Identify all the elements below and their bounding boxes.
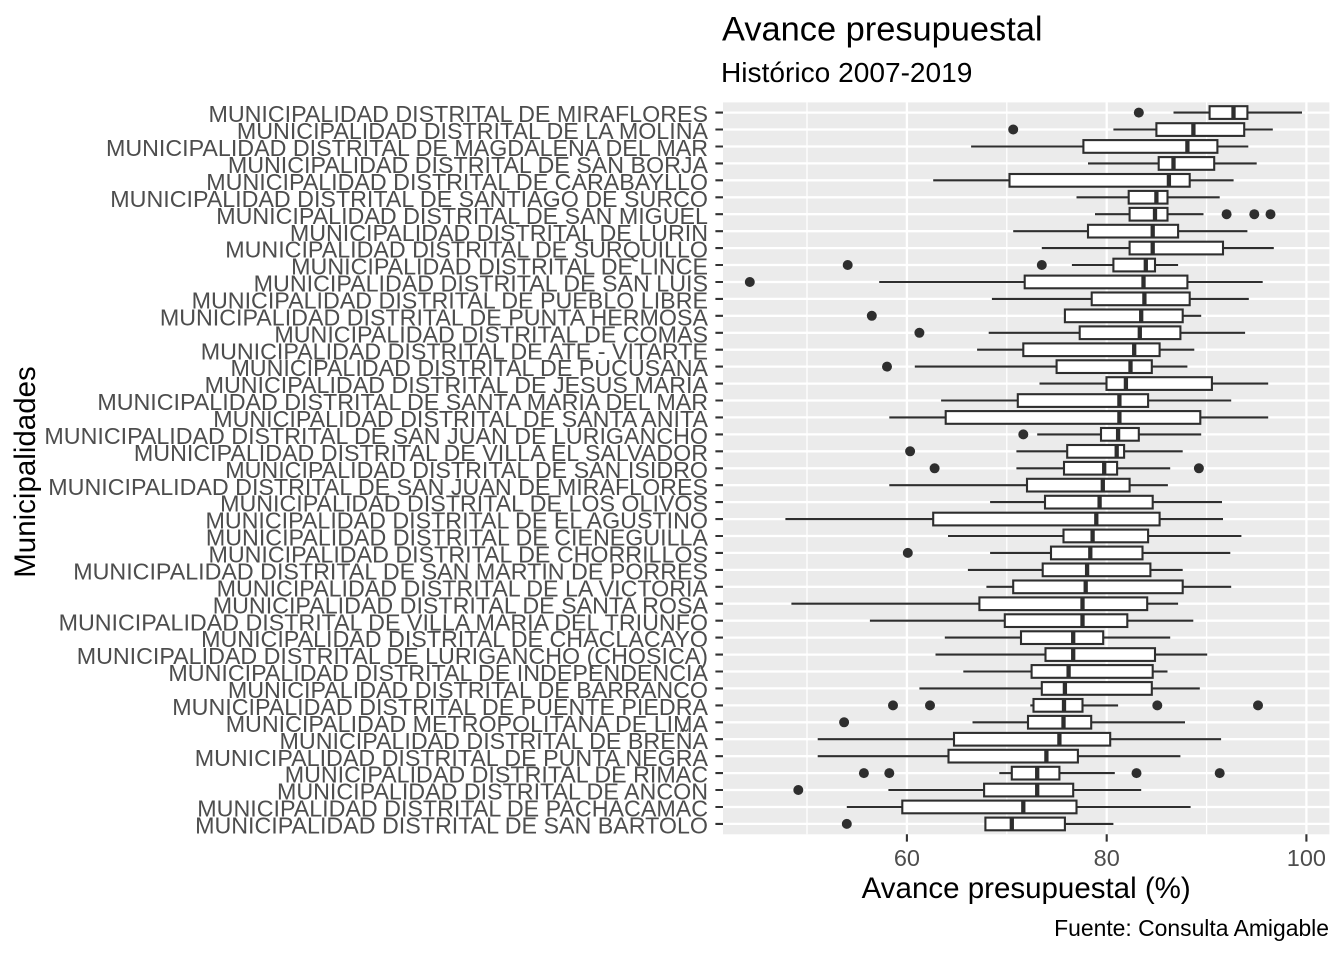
svg-text:MUNICIPALIDAD DISTRITAL DE PAC: MUNICIPALIDAD DISTRITAL DE PACHACAMAC — [197, 796, 708, 822]
svg-text:MUNICIPALIDAD DISTRITAL DE PUE: MUNICIPALIDAD DISTRITAL DE PUEBLO LIBRE — [192, 288, 708, 314]
svg-text:MUNICIPALIDAD DISTRITAL DE PUC: MUNICIPALIDAD DISTRITAL DE PUCUSANA — [230, 355, 708, 381]
svg-text:MUNICIPALIDAD DISTRITAL DE LA: MUNICIPALIDAD DISTRITAL DE LA VICTORIA — [217, 575, 709, 601]
svg-text:MUNICIPALIDAD DISTRITAL DE LIN: MUNICIPALIDAD DISTRITAL DE LINCE — [291, 254, 708, 280]
svg-text:MUNICIPALIDAD DISTRITAL DE VIL: MUNICIPALIDAD DISTRITAL DE VILLA MARIA D… — [59, 609, 708, 635]
svg-text:Avance presupuestal (%): Avance presupuestal (%) — [862, 872, 1191, 905]
svg-text:MUNICIPALIDAD DISTRITAL DE SAN: MUNICIPALIDAD DISTRITAL DE SANTA ANITA — [213, 406, 708, 432]
svg-text:MUNICIPALIDAD DISTRITAL DE VIL: MUNICIPALIDAD DISTRITAL DE VILLA EL SALV… — [134, 440, 708, 466]
svg-text:MUNICIPALIDAD DISTRITAL DE SUR: MUNICIPALIDAD DISTRITAL DE SURQUILLO — [225, 237, 708, 263]
svg-text:60: 60 — [894, 845, 920, 871]
svg-text:80: 80 — [1094, 845, 1120, 871]
svg-text:MUNICIPALIDAD DISTRITAL DE CHO: MUNICIPALIDAD DISTRITAL DE CHORRILLOS — [208, 542, 708, 568]
svg-text:MUNICIPALIDAD DISTRITAL DE ATE: MUNICIPALIDAD DISTRITAL DE ATE - VITARTE — [201, 338, 708, 364]
svg-text:MUNICIPALIDAD DISTRITAL DE JES: MUNICIPALIDAD DISTRITAL DE JESUS MARIA — [205, 372, 709, 398]
svg-text:MUNICIPALIDAD DISTRITAL DE LUR: MUNICIPALIDAD DISTRITAL DE LURIN — [290, 220, 708, 246]
svg-text:MUNICIPALIDAD DISTRITAL DE MAG: MUNICIPALIDAD DISTRITAL DE MAGDALENA DEL… — [106, 135, 708, 161]
svg-text:MUNICIPALIDAD DISTRITAL DE LA: MUNICIPALIDAD DISTRITAL DE LA MOLINA — [237, 118, 709, 144]
svg-text:MUNICIPALIDAD DISTRITAL DE SAN: MUNICIPALIDAD DISTRITAL DE SANTA MARIA D… — [97, 389, 708, 415]
svg-text:MUNICIPALIDAD DISTRITAL DE SAN: MUNICIPALIDAD DISTRITAL DE SAN JUAN DE M… — [48, 474, 708, 500]
svg-text:Avance presupuestal: Avance presupuestal — [722, 10, 1043, 48]
svg-text:MUNICIPALIDAD DISTRITAL DE ANC: MUNICIPALIDAD DISTRITAL DE ANCON — [277, 779, 708, 805]
svg-text:MUNICIPALIDAD DISTRITAL DE EL: MUNICIPALIDAD DISTRITAL DE EL AGUSTINO — [205, 508, 708, 534]
svg-text:MUNICIPALIDAD DISTRITAL DE SAN: MUNICIPALIDAD DISTRITAL DE SAN BARTOLO — [195, 813, 708, 839]
svg-text:MUNICIPALIDAD DISTRITAL DE LOS: MUNICIPALIDAD DISTRITAL DE LOS OLIVOS — [220, 491, 708, 517]
svg-text:100: 100 — [1287, 845, 1326, 871]
svg-text:MUNICIPALIDAD DISTRITAL DE CAR: MUNICIPALIDAD DISTRITAL DE CARABAYLLO — [206, 169, 708, 195]
svg-text:Histórico 2007-2019: Histórico 2007-2019 — [721, 57, 972, 88]
svg-text:MUNICIPALIDAD DISTRITAL DE BAR: MUNICIPALIDAD DISTRITAL DE BARRANCO — [228, 677, 708, 703]
svg-text:MUNICIPALIDAD DISTRITAL DE BRE: MUNICIPALIDAD DISTRITAL DE BREÑA — [280, 728, 709, 754]
svg-text:MUNICIPALIDAD DISTRITAL DE SAN: MUNICIPALIDAD DISTRITAL DE SAN MARTIN DE… — [73, 559, 708, 585]
svg-text:MUNICIPALIDAD DISTRITAL DE SAN: MUNICIPALIDAD DISTRITAL DE SANTA ROSA — [213, 592, 709, 618]
svg-text:MUNICIPALIDAD DISTRITAL DE MIR: MUNICIPALIDAD DISTRITAL DE MIRAFLORES — [208, 101, 708, 127]
svg-text:MUNICIPALIDAD DISTRITAL DE PUN: MUNICIPALIDAD DISTRITAL DE PUNTA NEGRA — [195, 745, 709, 771]
svg-text:Municipalidades: Municipalidades — [9, 366, 42, 578]
svg-text:Fuente: Consulta Amigable: Fuente: Consulta Amigable — [1054, 915, 1329, 941]
svg-text:MUNICIPALIDAD DISTRITAL DE RIM: MUNICIPALIDAD DISTRITAL DE RIMAC — [285, 762, 708, 788]
svg-text:MUNICIPALIDAD DISTRITAL DE SAN: MUNICIPALIDAD DISTRITAL DE SAN JUAN DE L… — [44, 423, 708, 449]
svg-text:MUNICIPALIDAD DISTRITAL DE PUN: MUNICIPALIDAD DISTRITAL DE PUNTA HERMOSA — [160, 304, 709, 330]
svg-text:MUNICIPALIDAD DISTRITAL DE SAN: MUNICIPALIDAD DISTRITAL DE SAN MIGUEL — [216, 203, 708, 229]
svg-text:MUNICIPALIDAD DISTRITAL DE CIE: MUNICIPALIDAD DISTRITAL DE CIENEGUILLA — [206, 525, 709, 551]
svg-text:MUNICIPALIDAD DISTRITAL DE PUE: MUNICIPALIDAD DISTRITAL DE PUENTE PIEDRA — [172, 694, 708, 720]
svg-text:MUNICIPALIDAD DISTRITAL DE SAN: MUNICIPALIDAD DISTRITAL DE SAN ISIDRO — [225, 457, 708, 483]
svg-text:MUNICIPALIDAD DISTRITAL DE COM: MUNICIPALIDAD DISTRITAL DE COMAS — [274, 321, 708, 347]
svg-text:MUNICIPALIDAD DISTRITAL DE SAN: MUNICIPALIDAD DISTRITAL DE SAN LUIS — [254, 271, 708, 297]
svg-text:MUNICIPALIDAD DISTRITAL DE SAN: MUNICIPALIDAD DISTRITAL DE SAN BORJA — [228, 152, 709, 178]
svg-text:MUNICIPALIDAD DISTRITAL DE IND: MUNICIPALIDAD DISTRITAL DE INDEPENDENCIA — [168, 660, 708, 686]
svg-text:MUNICIPALIDAD DISTRITAL DE LUR: MUNICIPALIDAD DISTRITAL DE LURIGANCHO (C… — [77, 643, 708, 669]
svg-text:MUNICIPALIDAD DISTRITAL DE SAN: MUNICIPALIDAD DISTRITAL DE SANTIAGO DE S… — [110, 186, 708, 212]
svg-text:MUNICIPALIDAD DISTRITAL DE CHA: MUNICIPALIDAD DISTRITAL DE CHACLACAYO — [201, 626, 708, 652]
svg-text:MUNICIPALIDAD METROPOLITANA DE: MUNICIPALIDAD METROPOLITANA DE LIMA — [226, 711, 709, 737]
